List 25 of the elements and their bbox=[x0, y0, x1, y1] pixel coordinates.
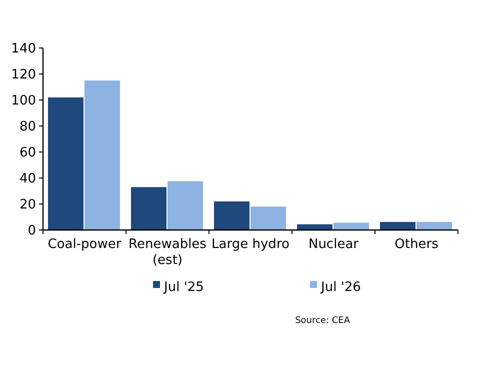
bar bbox=[84, 80, 120, 230]
x-tick-label: Coal-power bbox=[48, 237, 122, 252]
x-tick-label: Large hydro bbox=[212, 237, 290, 252]
legend-label: Jul '26 bbox=[320, 280, 361, 295]
y-tick-label: 40 bbox=[19, 172, 36, 187]
x-tick-label: Others bbox=[394, 237, 439, 252]
source-note: Source: CEA bbox=[295, 316, 351, 326]
y-tick-label: 20 bbox=[19, 198, 36, 213]
y-tick-label: 100 bbox=[11, 94, 36, 109]
y-tick-label: 60 bbox=[19, 146, 36, 161]
x-tick-label: Renewables (est) bbox=[128, 237, 207, 268]
bar bbox=[334, 222, 370, 230]
y-tick-label: 80 bbox=[19, 120, 36, 135]
bar bbox=[168, 181, 204, 230]
bar bbox=[416, 222, 452, 230]
bar bbox=[214, 201, 250, 230]
y-tick-label: 0 bbox=[28, 224, 36, 239]
bar bbox=[48, 97, 84, 230]
legend-label: Jul '25 bbox=[163, 280, 204, 295]
bar bbox=[250, 206, 286, 230]
bar bbox=[380, 222, 416, 230]
bar bbox=[130, 187, 166, 230]
y-tick-label: 140 bbox=[11, 42, 36, 57]
y-tick-label: 120 bbox=[11, 68, 36, 83]
x-tick-label: Nuclear bbox=[308, 237, 360, 252]
